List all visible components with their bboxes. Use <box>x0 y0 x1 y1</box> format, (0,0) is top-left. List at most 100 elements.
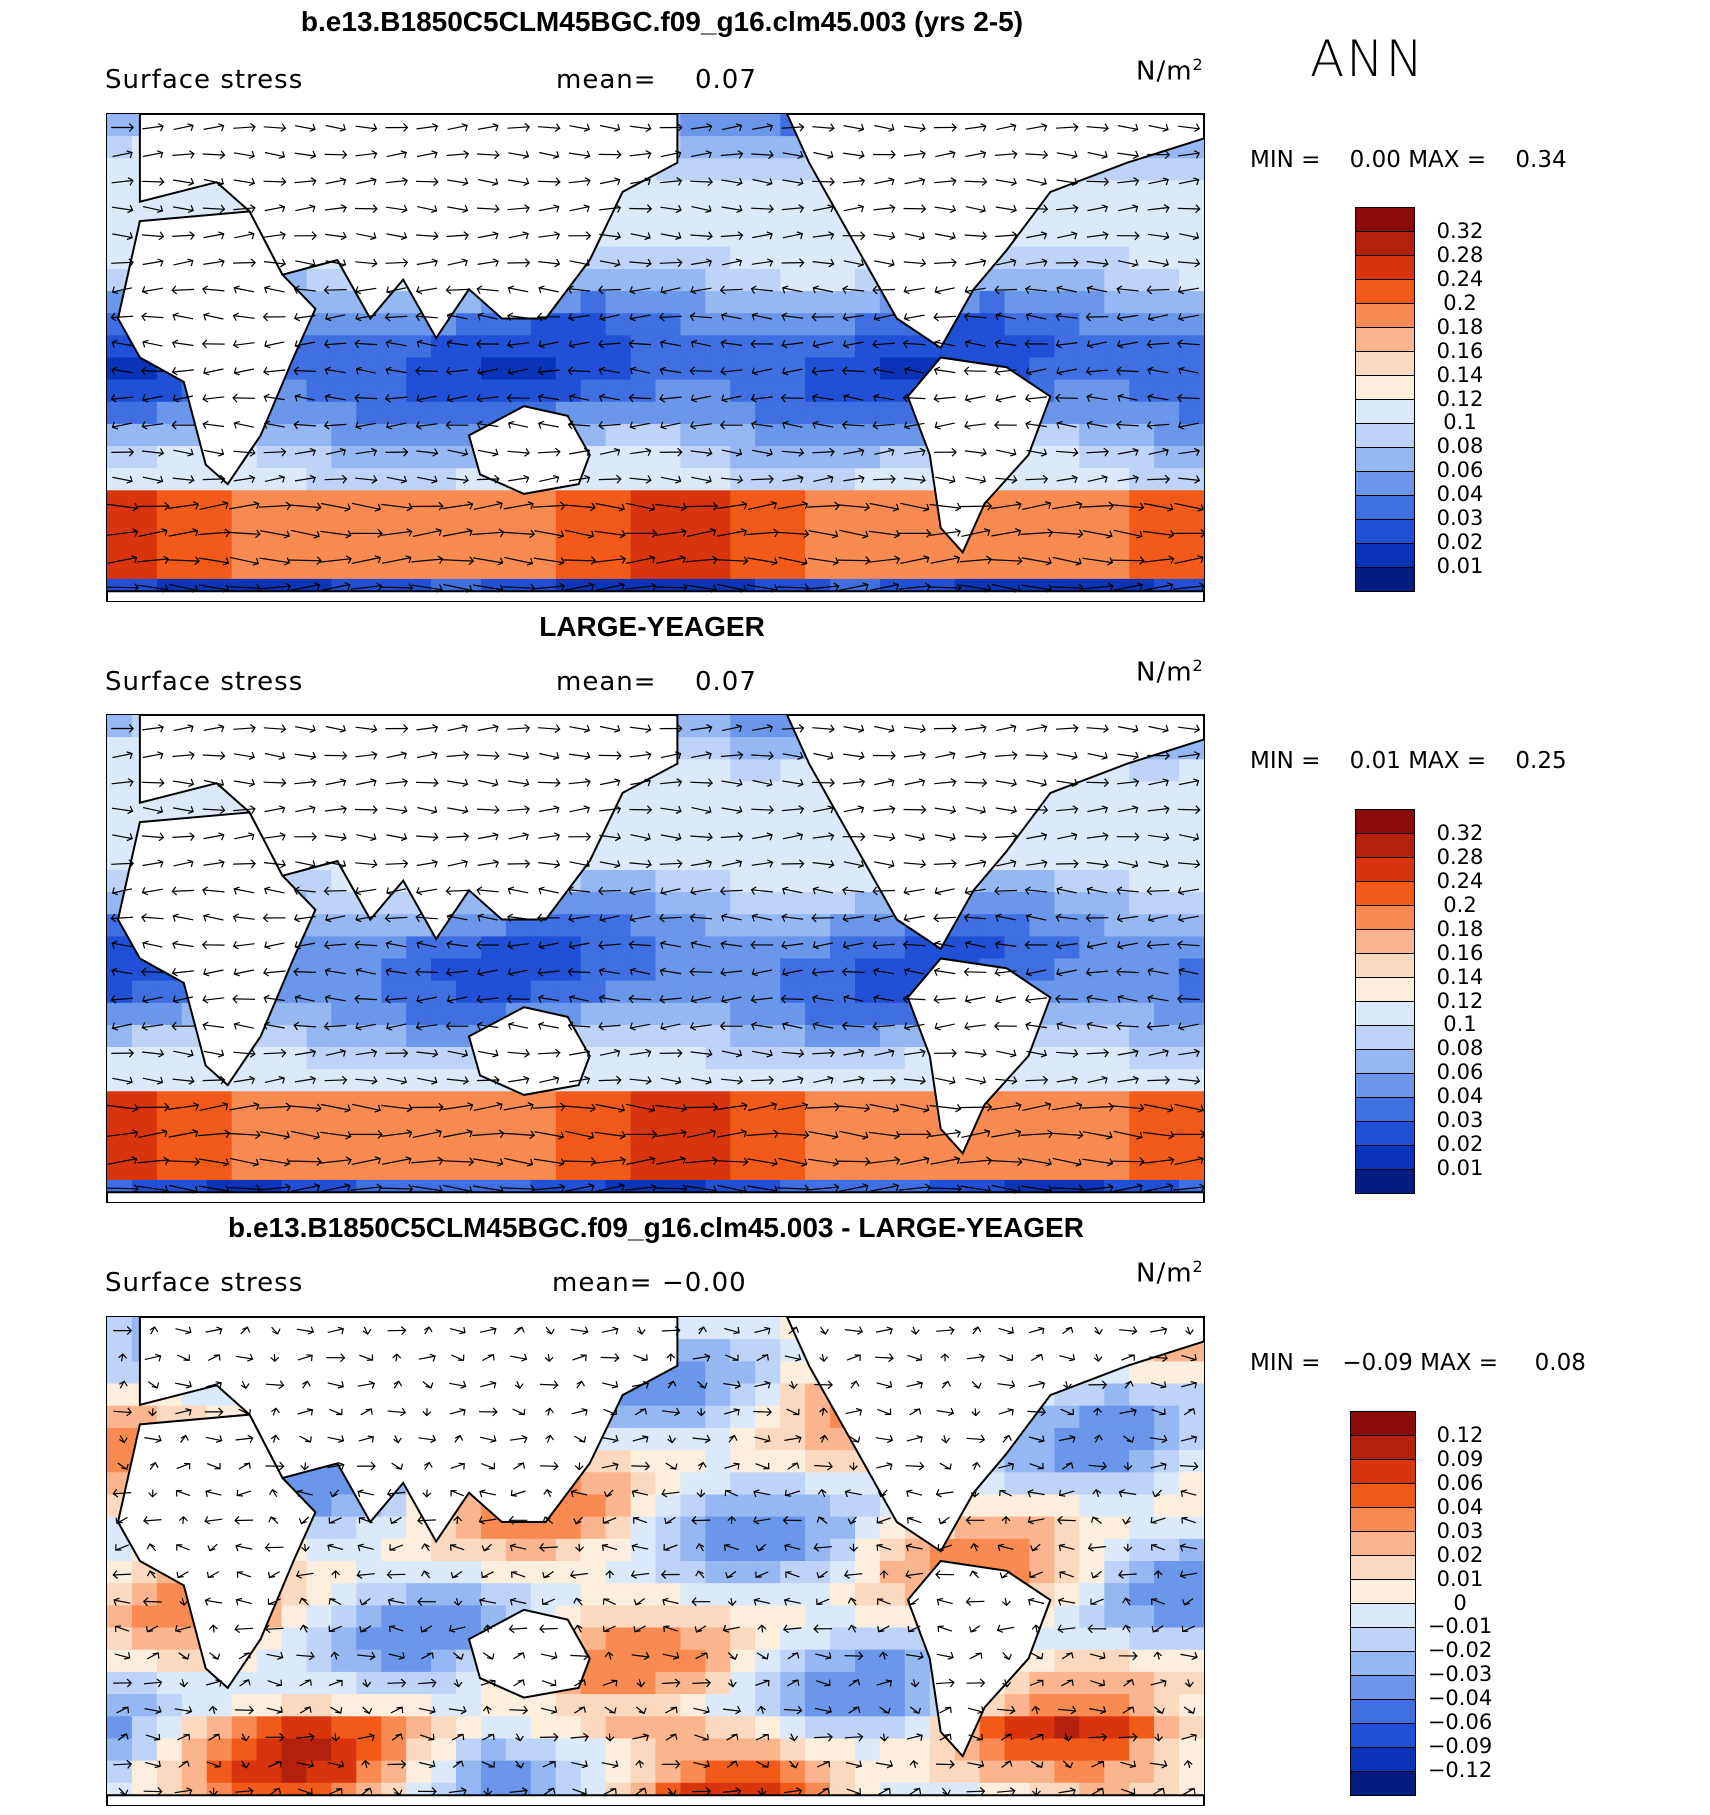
colorbar-swatch <box>1356 1001 1414 1025</box>
season-label: ANN <box>1310 30 1426 88</box>
panel-2-max-value: 0.25 <box>1515 748 1567 774</box>
colorbar-tick-label: 0.06 <box>1436 1060 1484 1085</box>
panel-1-max-value: 0.34 <box>1515 147 1567 173</box>
panel-3-minmax: MIN = −0.09 MAX = 0.08 <box>1250 1350 1586 1376</box>
panel-3-units-text: N/m <box>1136 1258 1193 1289</box>
colorbar-tick-label: 0.2 <box>1443 892 1477 917</box>
continent-outlines <box>107 114 1204 601</box>
panel-2-units-sup: 2 <box>1192 656 1204 675</box>
panel-2-min-value: 0.01 <box>1349 748 1401 774</box>
colorbar-swatch <box>1356 953 1414 977</box>
colorbar-tick-label: 0.01 <box>1436 1156 1484 1181</box>
colorbar-tick-label: 0.14 <box>1436 362 1484 387</box>
colorbar-tick-label: 0.12 <box>1436 988 1484 1013</box>
colorbar-swatch <box>1351 1531 1415 1555</box>
colorbar-swatch <box>1356 810 1414 833</box>
colorbar-swatch <box>1356 1097 1414 1121</box>
colorbar-swatch <box>1356 1145 1414 1169</box>
colorbar-tick-label: 0.08 <box>1436 1036 1484 1061</box>
colorbar-swatch <box>1356 447 1414 471</box>
panel-3-max-label: MAX = <box>1420 1350 1499 1376</box>
panel-2-colorbar-ticks: 0.32 0.28 0.24 0.2 0.18 0.16 0.14 0.12 0.1 0.08 0.… <box>1437 809 1540 1192</box>
colorbar-swatch <box>1356 1025 1414 1049</box>
panel-3-map <box>106 1316 1205 1806</box>
colorbar-tick-label: 0.24 <box>1436 868 1484 893</box>
colorbar-tick-label: 0.03 <box>1436 1108 1484 1133</box>
colorbar-swatch <box>1356 929 1414 953</box>
panel-2-mean-label: mean= <box>556 667 657 697</box>
panel-1-minmax: MIN = 0.00 MAX = 0.34 <box>1250 147 1567 173</box>
panel-2-min-label: MIN = <box>1250 748 1321 774</box>
colorbar-tick-label: 0.32 <box>1436 218 1484 243</box>
panel-1-units-sup: 2 <box>1192 55 1204 74</box>
colorbar-swatch <box>1356 303 1414 327</box>
panel-3-units-sup: 2 <box>1192 1257 1204 1276</box>
colorbar-swatch <box>1351 1699 1415 1723</box>
panel-2-max-label: MAX = <box>1408 748 1487 774</box>
panel-3-units: N/m2 <box>1136 1257 1204 1289</box>
panel-1-max-label: MAX = <box>1408 147 1487 173</box>
colorbar-swatch <box>1351 1603 1415 1627</box>
colorbar-swatch <box>1351 1459 1415 1483</box>
colorbar-tick-label: −0.12 <box>1427 1758 1493 1783</box>
colorbar-swatch <box>1356 208 1414 231</box>
colorbar-swatch <box>1351 1435 1415 1459</box>
colorbar-tick-label: 0.01 <box>1436 554 1484 579</box>
colorbar-tick-label: 0.04 <box>1436 1084 1484 1109</box>
panel-3-mean-label: mean= <box>552 1268 653 1298</box>
colorbar-tick-label: 0.08 <box>1436 434 1484 459</box>
panel-2-map-svg <box>107 715 1204 1202</box>
colorbar-swatch <box>1356 471 1414 495</box>
colorbar-tick-label: 0.01 <box>1436 1566 1484 1591</box>
panel-1-variable: Surface stress <box>105 65 304 95</box>
colorbar-tick-label: 0.28 <box>1436 242 1484 267</box>
panel-1-units-text: N/m <box>1136 56 1193 87</box>
colorbar-swatch <box>1351 1723 1415 1747</box>
panel-3-colorbar-ticks: 0.12 0.09 0.06 0.04 0.03 0.02 0.01 0 −0.01 −0.02−… <box>1428 1411 1540 1794</box>
colorbar-swatch <box>1351 1675 1415 1699</box>
colorbar-tick-label: 0.12 <box>1436 1422 1484 1447</box>
colorbar-tick-label: 0.18 <box>1436 916 1484 941</box>
colorbar-swatch <box>1356 1049 1414 1073</box>
panel-1-title: b.e13.B1850C5CLM45BGC.f09_g16.clm45.003 … <box>300 6 1024 37</box>
colorbar-swatch <box>1356 857 1414 881</box>
colorbar-tick-label: −0.09 <box>1427 1734 1493 1759</box>
colorbar-tick-label: 0.09 <box>1436 1446 1484 1471</box>
panel-1-units: N/m2 <box>1136 55 1204 87</box>
wind-stress-vectors <box>107 123 1204 593</box>
colorbar-swatch <box>1356 495 1414 519</box>
colorbar-tick-label: 0.1 <box>1443 410 1477 435</box>
colorbar-tick-label: −0.03 <box>1427 1662 1493 1687</box>
colorbar-swatch <box>1356 567 1414 591</box>
colorbar-swatch <box>1356 833 1414 857</box>
colorbar-tick-label: −0.06 <box>1427 1710 1493 1735</box>
colorbar-tick-label: 0.02 <box>1436 1132 1484 1157</box>
colorbar-tick-label: 0.12 <box>1436 386 1484 411</box>
colorbar-swatch <box>1356 255 1414 279</box>
wind-stress-vectors <box>112 1326 1199 1796</box>
colorbar-tick-label: 0.03 <box>1436 1518 1484 1543</box>
panel-3-map-svg <box>107 1317 1204 1805</box>
panel-1-map-svg <box>107 114 1204 601</box>
colorbar-tick-label: 0.04 <box>1436 482 1484 507</box>
colorbar-swatch <box>1351 1579 1415 1603</box>
panel-1-colorbar <box>1355 207 1415 592</box>
panel-2-title: LARGE-YEAGER <box>539 611 765 642</box>
colorbar-tick-label: −0.02 <box>1427 1638 1493 1663</box>
colorbar-swatch <box>1351 1412 1415 1435</box>
colorbar-swatch <box>1356 351 1414 375</box>
panel-3-title: b.e13.B1850C5CLM45BGC.f09_g16.clm45.003 … <box>228 1212 1084 1243</box>
panel-3-variable: Surface stress <box>105 1268 304 1298</box>
colorbar-tick-label: 0.06 <box>1436 1470 1484 1495</box>
colorbar-swatch <box>1356 881 1414 905</box>
colorbar-swatch <box>1351 1627 1415 1651</box>
colorbar-tick-label: 0.32 <box>1436 820 1484 845</box>
colorbar-swatch <box>1356 1073 1414 1097</box>
colorbar-swatch <box>1356 375 1414 399</box>
colorbar-swatch <box>1356 423 1414 447</box>
panel-1-min-label: MIN = <box>1250 147 1321 173</box>
panel-2-units: N/m2 <box>1136 656 1204 688</box>
colorbar-swatch <box>1356 977 1414 1001</box>
colorbar-swatch <box>1356 543 1414 567</box>
colorbar-swatch <box>1351 1651 1415 1675</box>
